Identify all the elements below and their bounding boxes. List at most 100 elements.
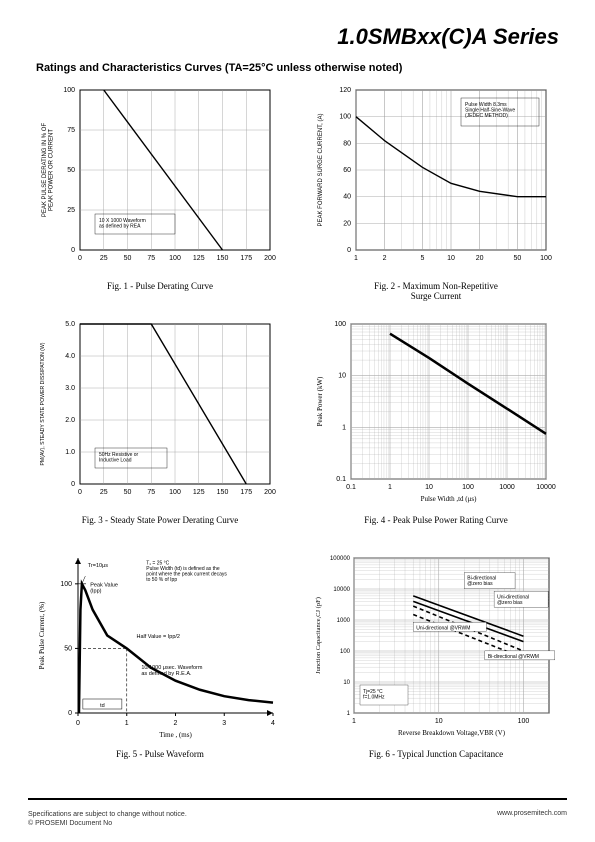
fig5-chart: 0 1 2 3 4 0 50 100 Time , (ms) Peak Pulse Current… [30, 548, 290, 748]
svg-text:td: td [100, 703, 105, 709]
svg-text:150: 150 [217, 255, 229, 262]
svg-text:100: 100 [334, 321, 346, 328]
footer-line1: Specifications are subject to change wit… [28, 810, 187, 819]
svg-text:1: 1 [388, 484, 392, 491]
svg-text:1: 1 [342, 424, 346, 431]
fig5-cell: 0 1 2 3 4 0 50 100 Time , (ms) Peak Pulse Current… [28, 548, 292, 778]
svg-text:10: 10 [425, 484, 433, 491]
svg-text:100: 100 [340, 649, 351, 655]
svg-text:0: 0 [76, 720, 80, 727]
svg-text:4: 4 [271, 720, 275, 727]
svg-text:1.0: 1.0 [65, 449, 75, 456]
svg-text:50: 50 [64, 645, 72, 652]
svg-text:175: 175 [240, 255, 252, 262]
svg-text:1000: 1000 [499, 484, 515, 491]
svg-text:Tj=25 °Cf=1.0MHz: Tj=25 °Cf=1.0MHz [363, 689, 385, 701]
svg-text:Reverse Breakdown Voltage,VBR: Reverse Breakdown Voltage,VBR (V) [398, 729, 506, 737]
fig2-chart: 125102050100020406080100120PEAK FORWARD … [306, 80, 566, 280]
chart-grid: 02550751001251501752000255075100PEAK PUL… [28, 80, 568, 778]
svg-text:1000: 1000 [337, 618, 351, 624]
svg-text:2.0: 2.0 [65, 417, 75, 424]
svg-text:100000: 100000 [330, 556, 351, 562]
svg-text:60: 60 [343, 167, 351, 174]
svg-text:0: 0 [68, 710, 72, 717]
svg-text:120: 120 [339, 87, 351, 94]
svg-text:0.1: 0.1 [336, 476, 346, 483]
svg-text:Bi-directional @VRWM: Bi-directional @VRWM [488, 654, 539, 660]
svg-text:PEAK FORWARD SURGE CURRENT, (A: PEAK FORWARD SURGE CURRENT, (A) [318, 113, 324, 226]
fig2-cell: 125102050100020406080100120PEAK FORWARD … [304, 80, 568, 310]
svg-text:200: 200 [264, 255, 276, 262]
svg-text:10: 10 [447, 255, 455, 262]
fig5-caption: Fig. 5 - Pulse Waveform [116, 750, 204, 760]
svg-text:2: 2 [174, 720, 178, 727]
svg-text:Peak Power (kW): Peak Power (kW) [316, 376, 324, 426]
svg-text:5: 5 [420, 255, 424, 262]
svg-text:175: 175 [240, 489, 252, 496]
svg-text:200: 200 [264, 489, 276, 496]
svg-text:3.0: 3.0 [65, 385, 75, 392]
svg-text:Tr=10μs: Tr=10μs [88, 563, 108, 569]
svg-text:100: 100 [462, 484, 474, 491]
svg-text:1: 1 [354, 255, 358, 262]
svg-text:0: 0 [347, 247, 351, 254]
fig4-caption: Fig. 4 - Peak Pulse Power Rating Curve [364, 516, 508, 526]
footer-rule [28, 798, 567, 800]
svg-text:80: 80 [343, 140, 351, 147]
svg-text:Uni-directional @VRWM: Uni-directional @VRWM [416, 625, 470, 631]
svg-text:Bi-directional@zero bias: Bi-directional@zero bias [467, 576, 496, 588]
svg-text:100: 100 [518, 718, 530, 725]
svg-text:75: 75 [147, 489, 155, 496]
svg-text:Peak Value(Ipp): Peak Value(Ipp) [90, 582, 118, 594]
svg-text:Peak Pulse Current, (%): Peak Pulse Current, (%) [38, 601, 46, 669]
svg-text:25: 25 [100, 255, 108, 262]
svg-text:125: 125 [193, 255, 205, 262]
fig4-cell: 0.11101001000100000.1110100Pulse Width ,… [304, 314, 568, 544]
svg-text:10 X 1000 Waveformas defined b: 10 X 1000 Waveformas defined by REA [99, 218, 146, 230]
svg-text:3: 3 [222, 720, 226, 727]
svg-text:0: 0 [71, 247, 75, 254]
svg-text:1: 1 [347, 711, 351, 717]
svg-text:100: 100 [169, 489, 181, 496]
svg-text:PM(AV), STEADY STATE POWER DIS: PM(AV), STEADY STATE POWER DISSIPATION (… [40, 342, 46, 465]
fig4-chart: 0.11101001000100000.1110100Pulse Width ,… [306, 314, 566, 514]
fig6-cell: 110100110100100010000100000Reverse Break… [304, 548, 568, 778]
svg-text:25: 25 [67, 207, 75, 214]
fig3-caption: Fig. 3 - Steady State Power Derating Cur… [82, 516, 238, 526]
svg-text:Half Value = Ipp/2: Half Value = Ipp/2 [137, 634, 180, 640]
svg-text:100: 100 [63, 87, 75, 94]
svg-text:Time , (ms): Time , (ms) [159, 731, 192, 739]
svg-text:0: 0 [78, 489, 82, 496]
svg-text:Pulse Width ,td (μs): Pulse Width ,td (μs) [421, 495, 478, 503]
svg-text:0: 0 [78, 255, 82, 262]
svg-text:150: 150 [217, 489, 229, 496]
svg-text:50: 50 [67, 167, 75, 174]
svg-text:10: 10 [338, 373, 346, 380]
fig6-caption: Fig. 6 - Typical Junction Capacitance [369, 750, 503, 760]
svg-text:20: 20 [343, 220, 351, 227]
svg-text:Junction Capacitance,CJ (pF): Junction Capacitance,CJ (pF) [315, 597, 322, 674]
fig1-cell: 02550751001251501752000255075100PEAK PUL… [28, 80, 292, 310]
svg-text:5.0: 5.0 [65, 321, 75, 328]
section-title: Ratings and Characteristics Curves (TA=2… [36, 62, 402, 74]
footer: Specifications are subject to change wit… [28, 810, 567, 828]
svg-text:25: 25 [100, 489, 108, 496]
svg-text:1: 1 [125, 720, 129, 727]
svg-text:T₁ = 25 °CPulse Width (td) is: T₁ = 25 °CPulse Width (td) is defined as… [146, 560, 227, 583]
svg-text:10: 10 [435, 718, 443, 725]
svg-text:75: 75 [147, 255, 155, 262]
svg-text:0.1: 0.1 [346, 484, 356, 491]
svg-text:4.0: 4.0 [65, 353, 75, 360]
page-title: 1.0SMBxx(C)A Series [337, 24, 559, 50]
footer-right: www.prosemitech.com [497, 810, 567, 828]
svg-text:10/1000 μsec. Waveformas defin: 10/1000 μsec. Waveformas defined by R.E.… [141, 665, 202, 677]
svg-text:10000: 10000 [333, 587, 350, 593]
svg-text:50: 50 [124, 255, 132, 262]
fig3-cell: 025507510012515017520001.02.03.04.05.0PM… [28, 314, 292, 544]
svg-text:10: 10 [343, 680, 350, 686]
svg-text:PEAK PULSE DERATING IN % OFPEA: PEAK PULSE DERATING IN % OFPEAK POWER OR… [42, 123, 55, 218]
svg-text:50: 50 [514, 255, 522, 262]
svg-text:100: 100 [60, 581, 72, 588]
svg-text:100: 100 [169, 255, 181, 262]
svg-text:0: 0 [71, 481, 75, 488]
